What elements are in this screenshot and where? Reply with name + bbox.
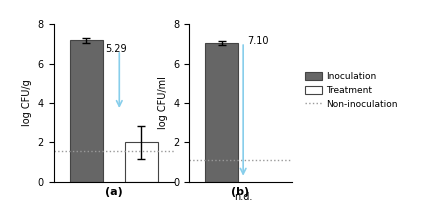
Legend: Inoculation, Treatment, Non-inoculation: Inoculation, Treatment, Non-inoculation: [303, 70, 399, 111]
Y-axis label: log CFU/ml: log CFU/ml: [158, 76, 168, 130]
Text: n.d.: n.d.: [234, 192, 253, 202]
Y-axis label: log CFU/g: log CFU/g: [22, 80, 32, 126]
Bar: [125, 142, 158, 182]
Bar: [70, 40, 103, 182]
Text: 5.29: 5.29: [106, 44, 127, 54]
Text: 7.10: 7.10: [247, 36, 269, 46]
X-axis label: (a): (a): [105, 187, 123, 197]
Bar: [205, 43, 238, 182]
X-axis label: (b): (b): [232, 187, 250, 197]
